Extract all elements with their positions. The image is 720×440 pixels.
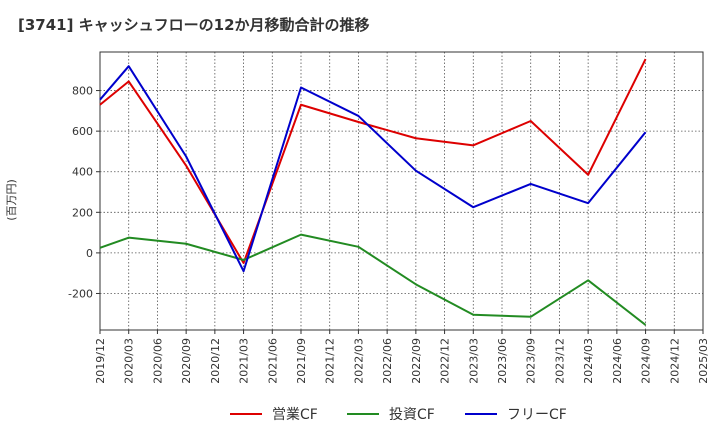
y-tick-label: 400: [72, 166, 93, 179]
x-tick-label: 2023/03: [467, 338, 480, 384]
x-tick-label: 2024/09: [640, 338, 653, 384]
x-tick-label: 2022/12: [439, 338, 452, 384]
x-tick-label: 2021/09: [295, 338, 308, 384]
y-axis-label: (百万円): [5, 179, 18, 221]
x-tick-label: 2023/06: [496, 338, 509, 384]
x-tick-label: 2024/06: [611, 338, 624, 384]
legend-label-1: 営業CF: [272, 407, 318, 423]
x-tick-label: 2019/12: [94, 338, 107, 384]
series-line-1: [99, 58, 647, 265]
x-tick-label: 2022/09: [410, 338, 423, 384]
chart-title: [3741] キャッシュフローの12か月移動合計の推移: [18, 16, 370, 34]
x-tick-label: 2024/12: [668, 338, 681, 384]
y-tick-label: 0: [86, 247, 93, 260]
x-axis: 2019/12 2020/03 2020/06 2020/09 2020/12 2021/…: [94, 330, 710, 384]
y-tick-label: -200: [68, 287, 93, 300]
y-tick-label: 200: [72, 206, 93, 219]
x-tick-label: 2024/03: [582, 338, 595, 384]
x-tick-label: 2021/12: [324, 338, 337, 384]
x-tick-label: 2020/06: [151, 338, 164, 384]
legend-label-3: フリーCF: [507, 407, 567, 423]
x-tick-label: 2021/06: [266, 338, 279, 384]
y-axis: -200 0 200 400 600 800: [68, 85, 100, 300]
series-line-2: [99, 233, 647, 326]
grid-layer: [100, 52, 703, 330]
x-tick-label: 2021/03: [238, 338, 251, 384]
series-layer: [99, 58, 647, 326]
x-tick-label: 2020/09: [180, 338, 193, 384]
x-tick-label: 2020/03: [123, 338, 136, 384]
x-tick-label: 2022/03: [352, 338, 365, 384]
legend-label-2: 投資CF: [389, 407, 435, 423]
x-tick-label: 2022/06: [381, 338, 394, 384]
x-tick-label: 2025/03: [697, 338, 710, 384]
y-tick-label: 600: [72, 125, 93, 138]
y-tick-label: 800: [72, 85, 93, 98]
x-tick-label: 2020/12: [209, 338, 222, 384]
plot-frame: [99, 51, 704, 331]
x-tick-label: 2023/09: [525, 338, 538, 384]
series-line-3: [99, 65, 647, 273]
x-tick-label: 2023/12: [553, 338, 566, 384]
legend: 営業CF 投資CF フリーCF: [230, 407, 567, 423]
